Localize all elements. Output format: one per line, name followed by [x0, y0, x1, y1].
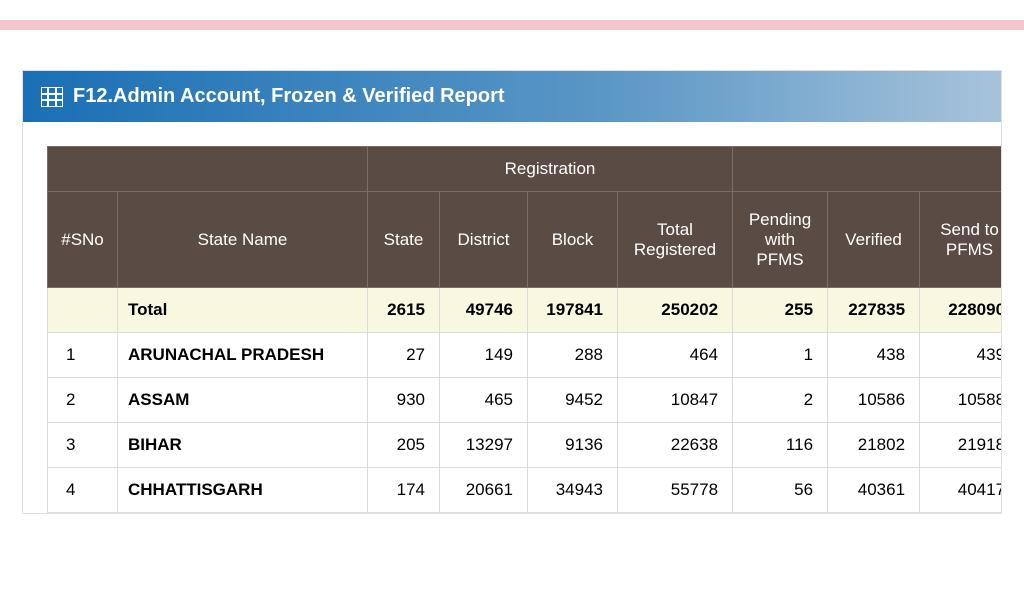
cell-state-name: BIHAR	[118, 423, 368, 468]
cell-block: 34943	[528, 468, 618, 513]
col-state[interactable]: State	[368, 192, 440, 288]
total-label: Total	[118, 288, 368, 333]
col-send-pfms[interactable]: Send to PFMS	[920, 192, 1001, 288]
cell-block: 288	[528, 333, 618, 378]
col-district[interactable]: District	[440, 192, 528, 288]
cell-send-pfms: 10588	[920, 378, 1001, 423]
cell-pending-pfms: 2	[733, 378, 828, 423]
cell-sno: 3	[48, 423, 118, 468]
report-table: Registration #SNo State Name State Distr…	[47, 146, 1001, 513]
accent-bar	[0, 20, 1024, 30]
cell-state: 930	[368, 378, 440, 423]
panel-body: Registration #SNo State Name State Distr…	[23, 122, 1001, 513]
cell-sno: 1	[48, 333, 118, 378]
col-group-blank-left	[48, 147, 368, 192]
total-row: Total 2615 49746 197841 250202 255 22783…	[48, 288, 1002, 333]
total-block: 197841	[528, 288, 618, 333]
cell-pending-pfms: 1	[733, 333, 828, 378]
panel-title: F12.Admin Account, Frozen & Verified Rep…	[73, 85, 505, 108]
table-row[interactable]: 4 CHHATTISGARH 174 20661 34943 55778 56 …	[48, 468, 1002, 513]
col-group-registration: Registration	[368, 147, 733, 192]
table-icon	[41, 87, 63, 107]
col-block[interactable]: Block	[528, 192, 618, 288]
cell-state: 27	[368, 333, 440, 378]
cell-verified: 40361	[828, 468, 920, 513]
cell-district: 13297	[440, 423, 528, 468]
col-total-registered[interactable]: Total Registered	[618, 192, 733, 288]
cell-block: 9452	[528, 378, 618, 423]
cell-state-name: CHHATTISGARH	[118, 468, 368, 513]
table-row[interactable]: 1 ARUNACHAL PRADESH 27 149 288 464 1 438…	[48, 333, 1002, 378]
cell-verified: 10586	[828, 378, 920, 423]
cell-district: 149	[440, 333, 528, 378]
cell-verified: 21802	[828, 423, 920, 468]
cell-send-pfms: 439	[920, 333, 1001, 378]
report-panel: F12.Admin Account, Frozen & Verified Rep…	[22, 70, 1002, 514]
cell-pending-pfms: 116	[733, 423, 828, 468]
cell-district: 20661	[440, 468, 528, 513]
cell-send-pfms: 40417	[920, 468, 1001, 513]
total-sno	[48, 288, 118, 333]
total-total-registered: 250202	[618, 288, 733, 333]
cell-state: 174	[368, 468, 440, 513]
panel-header: F12.Admin Account, Frozen & Verified Rep…	[23, 71, 1001, 122]
cell-send-pfms: 21918	[920, 423, 1001, 468]
cell-total-registered: 55778	[618, 468, 733, 513]
total-state: 2615	[368, 288, 440, 333]
cell-total-registered: 22638	[618, 423, 733, 468]
table-row[interactable]: 3 BIHAR 205 13297 9136 22638 116 21802 2…	[48, 423, 1002, 468]
col-state-name[interactable]: State Name	[118, 192, 368, 288]
col-pending-pfms[interactable]: Pending with PFMS	[733, 192, 828, 288]
col-sno[interactable]: #SNo	[48, 192, 118, 288]
table-row[interactable]: 2 ASSAM 930 465 9452 10847 2 10586 10588	[48, 378, 1002, 423]
cell-total-registered: 10847	[618, 378, 733, 423]
col-group-blank-right	[733, 147, 1001, 192]
cell-verified: 438	[828, 333, 920, 378]
cell-state-name: ASSAM	[118, 378, 368, 423]
cell-district: 465	[440, 378, 528, 423]
total-send-pfms: 228090	[920, 288, 1001, 333]
cell-state-name: ARUNACHAL PRADESH	[118, 333, 368, 378]
cell-sno: 4	[48, 468, 118, 513]
cell-block: 9136	[528, 423, 618, 468]
total-district: 49746	[440, 288, 528, 333]
cell-state: 205	[368, 423, 440, 468]
cell-total-registered: 464	[618, 333, 733, 378]
total-verified: 227835	[828, 288, 920, 333]
col-verified[interactable]: Verified	[828, 192, 920, 288]
cell-sno: 2	[48, 378, 118, 423]
cell-pending-pfms: 56	[733, 468, 828, 513]
total-pending-pfms: 255	[733, 288, 828, 333]
